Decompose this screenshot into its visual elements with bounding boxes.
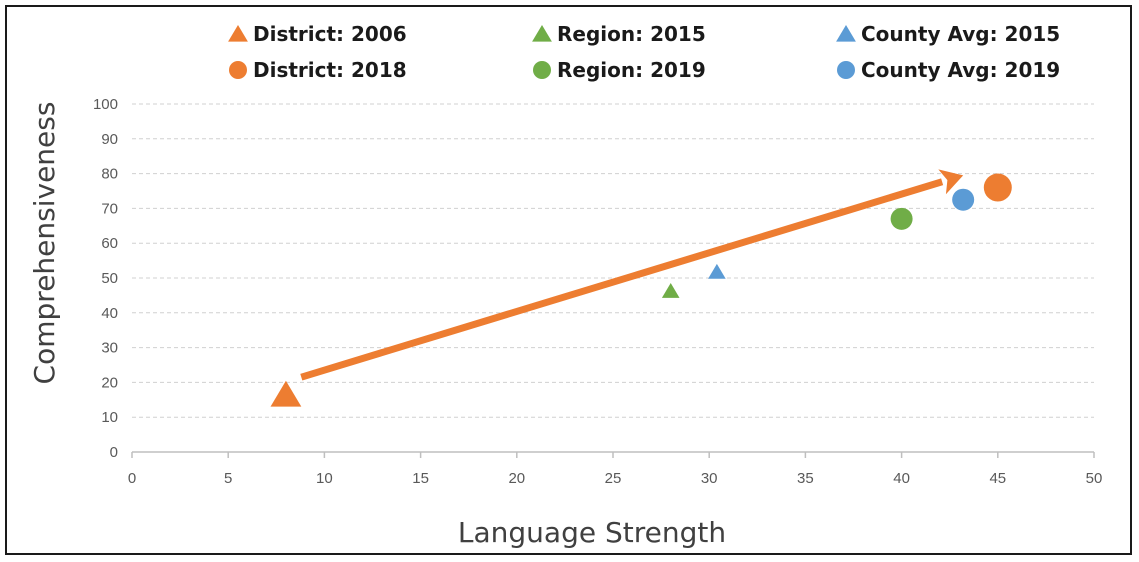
legend-label-region-2015: Region: 2015 — [557, 22, 706, 46]
y-tick-label-50: 50 — [101, 270, 118, 287]
point-region-2015 — [661, 283, 680, 298]
x-tick-label-35: 35 — [797, 470, 814, 487]
trend-arrow-shaft — [300, 178, 944, 381]
legend-marker-district-2018 — [229, 61, 247, 79]
x-tick-label-50: 50 — [1086, 470, 1103, 487]
x-tick-label-15: 15 — [412, 470, 429, 487]
point-district-2006 — [270, 380, 302, 407]
legend-marker-region-2019 — [533, 61, 551, 79]
y-tick-label-20: 20 — [101, 374, 118, 391]
y-tick-label-70: 70 — [101, 200, 118, 217]
y-tick-label-60: 60 — [101, 235, 118, 252]
x-tick-label-5: 5 — [224, 470, 232, 487]
trend-arrow-head — [938, 169, 964, 195]
x-tick-label-30: 30 — [701, 470, 718, 487]
y-tick-label-0: 0 — [110, 444, 118, 461]
point-region-2019 — [890, 207, 913, 230]
x-axis-title: Language Strength — [458, 516, 726, 549]
gridlines — [132, 103, 1094, 418]
legend-label-region-2019: Region: 2019 — [557, 58, 706, 82]
point-county-avg-2019 — [952, 188, 975, 211]
x-tick-label-20: 20 — [508, 470, 525, 487]
x-tick-label-45: 45 — [989, 470, 1006, 487]
legend-label-county-avg-2015: County Avg: 2015 — [861, 22, 1060, 46]
x-tick-label-0: 0 — [128, 470, 136, 487]
x-tick-label-25: 25 — [605, 470, 622, 487]
y-tick-label-40: 40 — [101, 305, 118, 322]
chart-frame — [5, 5, 1132, 555]
legend-marker-county-avg-2019 — [837, 61, 855, 79]
y-tick-label-80: 80 — [101, 166, 118, 183]
axes: 0 10 20 30 40 50 60 70 80 90 100 0 5 10 15 20 25 30 35 40 45… — [93, 96, 1102, 487]
y-tick-label-100: 100 — [93, 96, 118, 113]
y-tick-label-30: 30 — [101, 340, 118, 357]
x-tick-label-10: 10 — [316, 470, 333, 487]
legend-label-county-avg-2019: County Avg: 2019 — [861, 58, 1060, 82]
legend-marker-region-2015 — [532, 25, 552, 42]
x-tick-label-40: 40 — [893, 470, 910, 487]
annotations — [300, 169, 964, 381]
point-county-avg-2015 — [708, 263, 726, 279]
y-tick-label-90: 90 — [101, 131, 118, 148]
legend-marker-district-2006 — [228, 25, 248, 42]
point-district-2018 — [983, 173, 1012, 202]
y-tick-label-10: 10 — [101, 409, 118, 426]
data-points — [270, 173, 1012, 407]
legend-marker-county-avg-2015 — [836, 25, 856, 42]
legend-label-district-2006: District: 2006 — [253, 22, 407, 46]
legend-label-district-2018: District: 2018 — [253, 58, 407, 82]
y-axis-title: Comprehensiveness — [28, 102, 61, 385]
legend: District: 2006 District: 2018 Region: 2015… — [228, 22, 1060, 82]
